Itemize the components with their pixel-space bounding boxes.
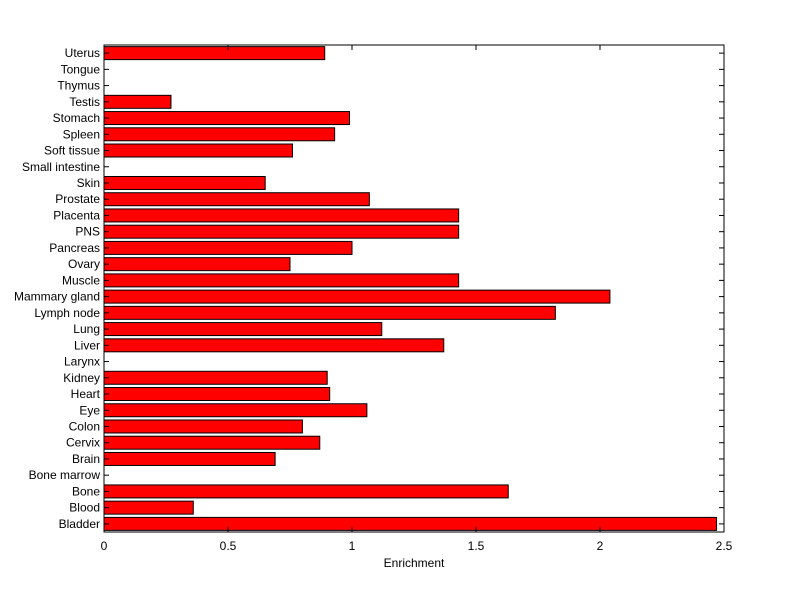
y-tick-label: Uterus bbox=[65, 46, 100, 60]
y-tick-label: Pancreas bbox=[49, 241, 100, 255]
y-tick-label: Small intestine bbox=[22, 160, 100, 174]
x-tick-label: 1.5 bbox=[468, 539, 485, 553]
bar-kidney bbox=[103, 370, 328, 385]
x-tick-label: 1 bbox=[349, 539, 356, 553]
y-tick-label: Ovary bbox=[68, 257, 100, 271]
x-tick-label: 0.5 bbox=[220, 539, 237, 553]
y-tick-label: Bladder bbox=[59, 517, 100, 531]
y-tick-label: Stomach bbox=[53, 111, 100, 125]
y-tick-label: Kidney bbox=[63, 371, 100, 385]
y-tick-label: Bone bbox=[72, 484, 100, 498]
y-tick-label: Testis bbox=[69, 95, 100, 109]
y-tick-label: Heart bbox=[71, 387, 101, 401]
bar-lymph-node bbox=[103, 305, 556, 320]
x-ticks-group: 0 0.5 1 1.5 2 2.5 bbox=[101, 45, 733, 553]
y-tick-label: Cervix bbox=[66, 436, 100, 450]
bar-brain bbox=[103, 451, 276, 466]
y-ticks-group: Bladder Blood Bone Bone marrow Brain Cervix Co… bbox=[14, 46, 724, 531]
bar-liver bbox=[103, 338, 445, 353]
y-tick-label: Prostate bbox=[55, 192, 100, 206]
plot-frame bbox=[103, 44, 725, 533]
bar-bone bbox=[103, 484, 509, 499]
bar-lung bbox=[103, 322, 383, 337]
y-tick-label: Larynx bbox=[64, 355, 100, 369]
bar-muscle bbox=[103, 273, 460, 288]
x-tick-label: 2 bbox=[597, 539, 604, 553]
y-tick-label: Lung bbox=[73, 322, 100, 336]
bar-heart bbox=[103, 387, 331, 402]
bar-mammary-gland bbox=[103, 289, 611, 304]
y-tick-label: Tongue bbox=[61, 62, 101, 76]
y-tick-label: Blood bbox=[69, 501, 100, 515]
y-tick-label: Placenta bbox=[53, 208, 100, 222]
y-tick-label: Lymph node bbox=[34, 306, 100, 320]
y-tick-label: Liver bbox=[74, 338, 100, 352]
bar-eye bbox=[103, 403, 368, 418]
y-tick-label: Eye bbox=[79, 403, 100, 417]
x-axis-title: Enrichment bbox=[384, 556, 445, 570]
bar-uterus bbox=[103, 46, 326, 61]
bar-colon bbox=[103, 419, 303, 434]
x-tick-label: 2.5 bbox=[716, 539, 733, 553]
y-tick-label: Thymus bbox=[57, 79, 100, 93]
y-tick-label: PNS bbox=[75, 225, 100, 239]
y-tick-label: Bone marrow bbox=[29, 468, 101, 482]
bar-cervix bbox=[103, 435, 321, 450]
y-tick-label: Soft tissue bbox=[44, 144, 100, 158]
bar-soft-tissue bbox=[103, 143, 293, 158]
bar-pancreas bbox=[103, 240, 353, 255]
y-tick-label: Muscle bbox=[62, 273, 100, 287]
y-tick-label: Colon bbox=[69, 419, 100, 433]
bar-prostate bbox=[103, 192, 370, 207]
bar-placenta bbox=[103, 208, 460, 223]
bar-bladder bbox=[103, 516, 718, 531]
bar-testis bbox=[103, 94, 172, 109]
y-tick-label: Mammary gland bbox=[14, 290, 100, 304]
bar-stomach bbox=[103, 111, 351, 126]
x-tick-label: 0 bbox=[101, 539, 108, 553]
bar-skin bbox=[103, 175, 266, 190]
bar-spleen bbox=[103, 127, 336, 142]
y-tick-label: Brain bbox=[72, 452, 100, 466]
y-tick-label: Skin bbox=[77, 176, 100, 190]
bar-blood bbox=[103, 500, 194, 515]
y-tick-label: Spleen bbox=[63, 127, 100, 141]
bar-pns bbox=[103, 224, 460, 239]
bar-ovary bbox=[103, 257, 291, 272]
